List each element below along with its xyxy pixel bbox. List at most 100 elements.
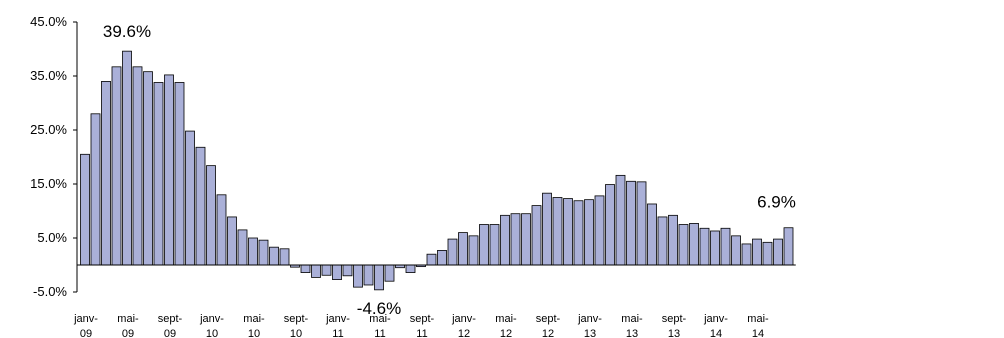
x-tick-label-year: 12 xyxy=(500,328,512,338)
bar xyxy=(783,227,794,266)
x-tick-label: mai- xyxy=(621,313,643,325)
x-tick-label: janv- xyxy=(199,313,224,325)
x-tick-label: mai- xyxy=(369,313,391,325)
x-tick-label: sept- xyxy=(662,313,687,325)
x-tick-label: sept- xyxy=(536,313,561,325)
bar xyxy=(216,194,227,266)
bar xyxy=(258,239,269,266)
bar xyxy=(426,253,437,266)
bar xyxy=(405,264,416,273)
bar xyxy=(542,192,552,266)
data-label: -4.6% xyxy=(357,299,401,318)
bar xyxy=(678,224,689,266)
data-label: 6.9% xyxy=(757,193,796,212)
x-tick-label-year: 09 xyxy=(122,328,134,338)
data-label: 39.6% xyxy=(103,22,151,41)
x-tick-label-year: 13 xyxy=(668,328,680,338)
bar xyxy=(489,224,500,266)
y-tick-label: 15.0% xyxy=(30,176,67,191)
x-tick-label-year: 10 xyxy=(248,328,260,338)
bar xyxy=(710,230,720,266)
bars xyxy=(80,50,794,291)
bar xyxy=(731,235,741,266)
x-tick-label-year: 11 xyxy=(374,328,385,338)
x-tick-label: janv- xyxy=(451,313,476,325)
x-tick-label: sept- xyxy=(284,313,309,325)
bar xyxy=(615,174,626,266)
x-tick-label-year: 10 xyxy=(206,328,218,338)
bar xyxy=(363,264,374,286)
bar xyxy=(332,264,342,280)
bar xyxy=(447,238,458,266)
bar xyxy=(300,264,311,273)
bar xyxy=(563,198,573,266)
bar xyxy=(479,224,489,266)
bar xyxy=(500,214,510,266)
bar xyxy=(342,264,353,277)
x-tick-label: mai- xyxy=(747,313,769,325)
bar xyxy=(720,227,731,266)
y-tick-label: 25.0% xyxy=(30,122,67,137)
x-tick-label: janv- xyxy=(703,313,728,325)
bar xyxy=(195,146,206,266)
bar xyxy=(384,264,395,282)
bar xyxy=(584,199,594,266)
bar xyxy=(458,232,468,266)
bar xyxy=(552,197,563,266)
bar xyxy=(132,66,143,266)
x-tick-label: mai- xyxy=(495,313,517,325)
bar xyxy=(111,66,122,266)
bar xyxy=(605,184,615,266)
x-tick-label: janv- xyxy=(577,313,602,325)
x-tick-label: sept- xyxy=(158,313,183,325)
x-tick-label-year: 14 xyxy=(710,328,722,338)
bar xyxy=(90,113,101,266)
x-tick-label-year: 09 xyxy=(164,328,176,338)
bar xyxy=(174,82,185,266)
bar xyxy=(668,214,678,266)
bar xyxy=(531,205,542,266)
x-tick-label: janv- xyxy=(325,313,350,325)
bar xyxy=(752,238,762,266)
y-tick-label: -5.0% xyxy=(33,284,67,299)
y-tick-label: 35.0% xyxy=(30,68,67,83)
bar xyxy=(353,264,363,288)
bar xyxy=(101,81,111,266)
bar xyxy=(689,223,699,266)
y-tick-label: 45.0% xyxy=(30,14,67,29)
x-tick-label: janv- xyxy=(73,313,98,325)
bar xyxy=(206,165,216,266)
bar xyxy=(636,181,647,266)
bar xyxy=(773,238,783,266)
bar xyxy=(279,248,290,266)
bar xyxy=(185,130,195,266)
bar xyxy=(80,153,90,266)
bar xyxy=(657,216,668,266)
bar xyxy=(594,195,605,266)
bar xyxy=(521,213,531,266)
x-tick-label-year: 14 xyxy=(752,328,764,338)
bar xyxy=(510,213,521,266)
bar xyxy=(699,227,710,266)
x-tick-label-year: 10 xyxy=(290,328,302,338)
bar xyxy=(269,246,279,266)
bar xyxy=(321,264,332,276)
bar xyxy=(248,237,258,266)
x-tick-label-year: 12 xyxy=(542,328,554,338)
x-tick-label-year: 11 xyxy=(416,328,427,338)
y-tick-label: 5.0% xyxy=(37,230,67,245)
bar xyxy=(153,82,164,266)
bar xyxy=(762,241,773,266)
bar xyxy=(122,50,132,266)
bar xyxy=(227,216,237,266)
bar xyxy=(573,200,584,266)
x-tick-label: mai- xyxy=(117,313,139,325)
bar xyxy=(647,203,657,266)
x-tick-label-year: 13 xyxy=(626,328,638,338)
x-axis: janv- 09 mai- 09 sept- 09 janv- 10 mai- 10 sept- 10… xyxy=(73,264,796,338)
bar xyxy=(437,250,447,266)
x-tick-label-year: 09 xyxy=(80,328,92,338)
bar xyxy=(626,180,636,266)
bar xyxy=(143,71,153,266)
